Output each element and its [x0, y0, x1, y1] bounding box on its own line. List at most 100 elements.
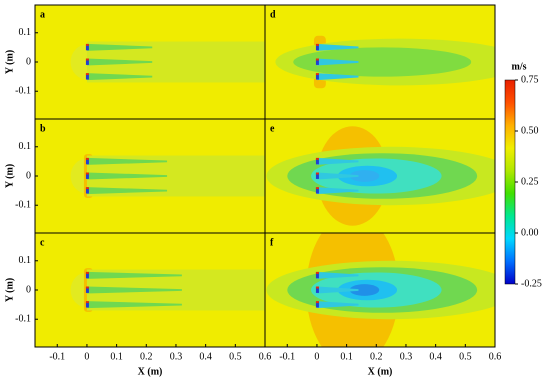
wake-core2 — [349, 284, 380, 296]
x-tick-label: -0.1 — [279, 351, 295, 362]
panel-label: f — [270, 237, 274, 248]
turbine — [315, 187, 319, 194]
y-tick-label: 0.1 — [19, 255, 32, 266]
turbine-wake — [86, 172, 168, 180]
contour-field — [265, 5, 495, 119]
turbine — [315, 173, 319, 179]
turbine-wake — [316, 286, 359, 294]
x-tick-label: 0.3 — [170, 351, 183, 362]
turbine-tip — [315, 157, 319, 160]
x-tick-label: 0.2 — [140, 351, 153, 362]
turbine-tip — [85, 58, 89, 61]
x-tick-label: 0.5 — [459, 351, 472, 362]
turbine-wake — [316, 187, 359, 195]
y-tick-label: -0.1 — [15, 314, 31, 325]
turbine — [315, 287, 319, 293]
contour-field — [35, 233, 265, 347]
wake-core2 — [349, 170, 380, 182]
panel-label: c — [40, 237, 45, 248]
turbine-tip — [315, 43, 319, 46]
turbine-wake — [86, 73, 153, 81]
colorbar-tick-label: 0.25 — [521, 176, 539, 187]
turbine-wake — [86, 271, 182, 279]
turbine-wake — [316, 43, 359, 51]
x-tick-label: 0.1 — [340, 351, 353, 362]
turbine — [85, 287, 89, 293]
colorbar-tick-label: 0.00 — [521, 227, 539, 238]
y-tick-label: 0 — [26, 56, 31, 67]
y-tick-label: 0 — [26, 284, 31, 295]
turbine-tip — [85, 73, 89, 76]
panel-label: b — [40, 123, 46, 134]
turbine — [315, 59, 319, 65]
y-tick-label: 0.1 — [19, 27, 32, 38]
wake-mid — [293, 47, 472, 77]
x-tick-label: 0.3 — [400, 351, 413, 362]
x-tick-label: 0.4 — [199, 351, 212, 362]
turbine-tip — [315, 73, 319, 76]
x-axis-label: X (m) — [138, 366, 163, 377]
turbine-tip — [85, 157, 89, 160]
turbine-tip — [315, 58, 319, 61]
turbine — [85, 187, 89, 194]
turbine — [315, 158, 319, 165]
turbine — [85, 59, 89, 65]
x-tick-label: 0.5 — [229, 351, 242, 362]
turbine-wake — [86, 43, 153, 51]
contour-field — [265, 119, 495, 233]
y-tick-label: -0.1 — [15, 200, 31, 211]
colorbar-tick-label: -0.25 — [521, 278, 542, 289]
y-tick-label: 0.1 — [19, 141, 32, 152]
turbine-wake — [316, 172, 359, 180]
turbine-tip — [315, 286, 319, 289]
y-axis-label: Y (m) — [4, 50, 15, 74]
turbine — [315, 301, 319, 308]
x-tick-label: 0 — [84, 351, 89, 362]
x-tick-label: 0.4 — [429, 351, 442, 362]
turbine-tip — [85, 43, 89, 46]
turbine — [85, 272, 89, 279]
panel-frame — [264, 232, 496, 348]
panel-label: d — [270, 9, 276, 20]
turbine-tip — [315, 187, 319, 190]
colorbar-label: m/s — [512, 61, 527, 72]
turbine-tip — [85, 172, 89, 175]
turbine — [85, 44, 89, 51]
x-tick-label: -0.1 — [49, 351, 65, 362]
turbine-wake — [86, 157, 168, 165]
y-axis-label: Y (m) — [4, 278, 15, 302]
turbine-wake — [316, 157, 359, 165]
x-tick-label: 0 — [314, 351, 319, 362]
colorbar — [504, 79, 516, 285]
turbine-tip — [85, 301, 89, 304]
panel-label: a — [40, 9, 45, 20]
turbine-wake — [86, 187, 168, 195]
turbine-tip — [315, 271, 319, 274]
turbine — [85, 158, 89, 165]
y-tick-label: 0 — [26, 170, 31, 181]
x-tick-label: 0.1 — [110, 351, 123, 362]
turbine — [315, 44, 319, 51]
turbine — [85, 173, 89, 179]
turbine-tip — [85, 286, 89, 289]
x-tick-label: 0.6 — [489, 351, 502, 362]
turbine-tip — [85, 187, 89, 190]
turbine-wake — [86, 301, 182, 309]
turbine-wake — [316, 73, 359, 81]
turbine — [85, 73, 89, 80]
x-tick-label: 0.6 — [259, 351, 272, 362]
turbine — [315, 272, 319, 279]
y-tick-label: -0.1 — [15, 86, 31, 97]
turbine-wake — [316, 58, 359, 66]
turbine-tip — [315, 301, 319, 304]
x-axis-label: X (m) — [368, 366, 393, 377]
colorbar-tick-label: 0.50 — [521, 125, 539, 136]
panel-label: e — [270, 123, 275, 134]
turbine — [315, 73, 319, 80]
turbine-tip — [85, 271, 89, 274]
contour-field — [265, 233, 495, 347]
colorbar-tick-label: 0.75 — [521, 74, 539, 85]
contour-field — [35, 119, 265, 233]
turbine-wake — [86, 286, 182, 294]
